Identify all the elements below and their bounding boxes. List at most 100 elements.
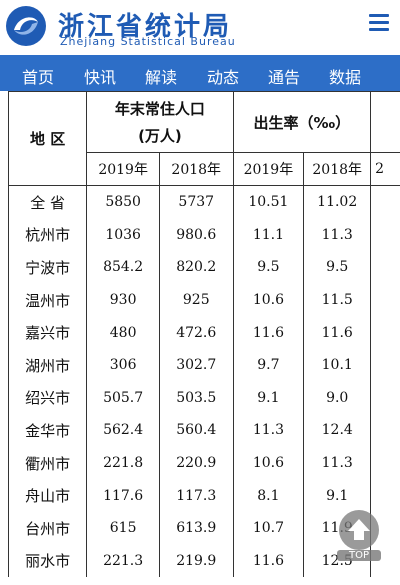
extra-header-cell	[370, 91, 400, 153]
birth-rate-header: 出生率（‰）	[232, 91, 372, 153]
main-nav: 首页 快讯 解读 动态 通告 数据	[0, 55, 400, 91]
cell-pop2018: 302.7	[158, 348, 234, 382]
cell-pop2019: 221.8	[86, 446, 160, 480]
cell-br2019: 11.1	[232, 218, 305, 252]
year-header-pop-2018: 2018年	[158, 152, 234, 186]
region-name: 宁波市	[7, 251, 88, 284]
nav-data[interactable]: 数据	[329, 68, 362, 87]
region-name: 台州市	[7, 511, 88, 545]
brand-subtitle: Zhejiang Statistical Bureau	[60, 35, 236, 48]
table-row: 丽水市 221.3 219.9 11.6 12.5	[7, 544, 400, 578]
region-name: 杭州市	[7, 218, 88, 252]
year-header-br-2018: 2018年	[303, 152, 372, 186]
cell-br2018: 11.3	[303, 446, 372, 480]
cell-pop2019: 1036	[86, 218, 160, 252]
population-header-line2: (万人)	[138, 127, 182, 145]
extra-cell	[370, 446, 400, 480]
cell-pop2018: 980.6	[158, 218, 234, 252]
nav-interpretation[interactable]: 解读	[145, 68, 178, 87]
cell-pop2019: 615	[86, 511, 160, 545]
cell-br2019: 10.6	[232, 283, 305, 317]
back-to-top-button[interactable]: TOP	[337, 510, 381, 562]
table-row: 湖州市 306 302.7 9.7 10.1	[7, 348, 400, 382]
cell-br2018: 10.1	[303, 348, 372, 382]
site-header: 浙江省统计局 Zhejiang Statistical Bureau	[0, 0, 400, 55]
cell-br2019: 11.6	[232, 316, 305, 349]
cell-pop2018: 219.9	[158, 544, 234, 578]
cell-pop2019: 562.4	[86, 414, 160, 447]
table-row: 衢州市 221.8 220.9 10.6 11.3	[7, 446, 400, 480]
year-header-br-2019: 2019年	[232, 152, 305, 186]
cell-br2019: 10.7	[232, 511, 305, 545]
cell-br2018: 11.3	[303, 218, 372, 252]
table-row: 全 省 5850 5737 10.51 11.02	[7, 184, 400, 219]
nav-updates[interactable]: 动态	[207, 68, 240, 87]
cell-br2019: 11.3	[232, 414, 305, 447]
region-name: 温州市	[7, 283, 88, 317]
extra-cell	[370, 251, 400, 284]
region-name: 嘉兴市	[7, 316, 88, 349]
cell-pop2019: 221.3	[86, 544, 160, 578]
cell-pop2018: 560.4	[158, 414, 234, 447]
cell-br2019: 9.5	[232, 251, 305, 284]
extra-cell	[370, 218, 400, 252]
cell-pop2018: 5737	[158, 184, 234, 219]
cell-pop2019: 854.2	[86, 251, 160, 284]
extra-cell	[370, 381, 400, 415]
cell-pop2019: 117.6	[86, 479, 160, 512]
bureau-logo[interactable]	[6, 6, 46, 46]
year-header-partial: 2	[370, 152, 400, 186]
brand-title[interactable]: 浙江省统计局	[58, 12, 233, 42]
cell-pop2019: 930	[86, 283, 160, 317]
extra-cell	[370, 185, 400, 219]
cell-pop2018: 925	[158, 283, 234, 317]
region-name: 衢州市	[7, 446, 88, 480]
region-name: 湖州市	[7, 348, 88, 382]
table-row: 温州市 930 925 10.6 11.5	[7, 283, 400, 317]
extra-cell	[370, 348, 400, 382]
table-body: 全 省 5850 5737 10.51 11.02 杭州市 1036 980.6 11.1 11.…	[7, 184, 400, 578]
cell-pop2019: 306	[86, 348, 160, 382]
cell-br2019: 9.1	[232, 381, 305, 415]
table-row: 绍兴市 505.7 503.5 9.1 9.0	[7, 381, 400, 415]
table-row: 杭州市 1036 980.6 11.1 11.3	[7, 218, 400, 252]
extra-cell	[370, 316, 400, 349]
cell-br2019: 10.6	[232, 446, 305, 480]
cell-pop2018: 613.9	[158, 511, 234, 545]
nav-home[interactable]: 首页	[22, 68, 55, 87]
cell-pop2018: 220.9	[158, 446, 234, 480]
region-header: 地 区	[7, 91, 88, 186]
nav-news-flash[interactable]: 快讯	[84, 68, 117, 87]
region-name: 丽水市	[7, 544, 88, 578]
arrow-up-icon	[339, 510, 379, 550]
extra-cell	[370, 479, 400, 512]
cell-pop2018: 117.3	[158, 479, 234, 512]
cell-pop2019: 480	[86, 316, 160, 349]
region-name: 全 省	[7, 184, 88, 219]
population-header: 年末常住人口 (万人)	[86, 91, 234, 153]
table-row: 金华市 562.4 560.4 11.3 12.4	[7, 414, 400, 447]
region-name: 金华市	[7, 414, 88, 447]
cell-pop2018: 503.5	[158, 381, 234, 415]
cell-br2018: 9.0	[303, 381, 372, 415]
region-name: 舟山市	[7, 479, 88, 512]
cell-br2019: 11.6	[232, 544, 305, 578]
stats-table-container[interactable]: 地 区 年末常住人口 (万人) 出生率（‰） 2019年 2018年 2019年…	[0, 91, 400, 585]
nav-notices[interactable]: 通告	[268, 68, 301, 87]
cell-br2018: 11.5	[303, 283, 372, 317]
cell-pop2018: 472.6	[158, 316, 234, 349]
table-row: 舟山市 117.6 117.3 8.1 9.1	[7, 479, 400, 512]
stats-table: 地 区 年末常住人口 (万人) 出生率（‰） 2019年 2018年 2019年…	[7, 91, 400, 578]
table-row: 宁波市 854.2 820.2 9.5 9.5	[7, 251, 400, 284]
logo-swirl-icon	[9, 9, 43, 43]
cell-br2019: 10.51	[232, 184, 305, 219]
hamburger-menu-icon[interactable]	[369, 14, 389, 32]
cell-br2018: 11.02	[303, 184, 372, 219]
population-header-line1: 年末常住人口	[114, 100, 205, 118]
extra-cell	[370, 414, 400, 447]
cell-pop2019: 505.7	[86, 381, 160, 415]
year-header-pop-2019: 2019年	[86, 152, 160, 186]
table-row: 嘉兴市 480 472.6 11.6 11.6	[7, 316, 400, 349]
cell-br2018: 11.6	[303, 316, 372, 349]
extra-cell	[370, 283, 400, 317]
